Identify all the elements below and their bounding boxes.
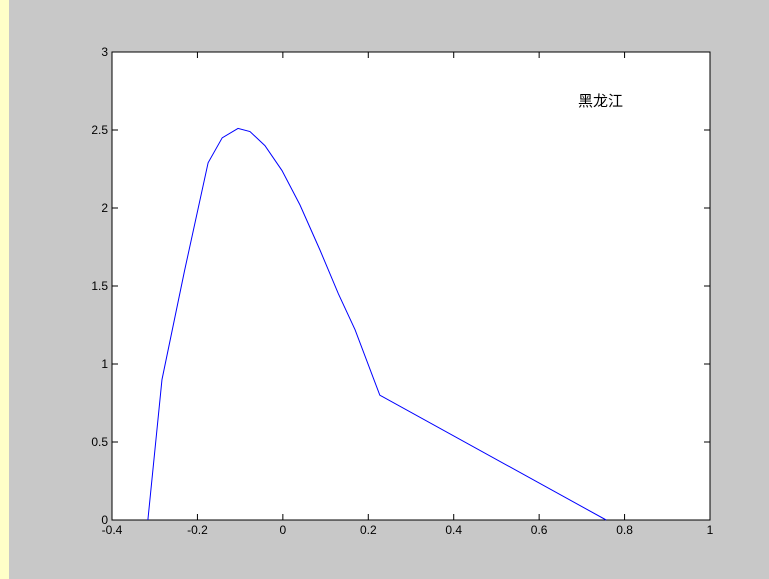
line-series: [147, 127, 607, 521]
x-tick-label: 0.4: [445, 523, 462, 537]
x-tick-label: 0.8: [616, 523, 633, 537]
y-tick-label: 1: [101, 357, 108, 371]
x-tick-label: -0.4: [102, 523, 123, 537]
y-tick-label: 2: [101, 201, 108, 215]
annotation: 黑龙江: [578, 93, 623, 110]
y-tick-label: 3: [101, 45, 108, 59]
y-tick-label: 0: [101, 513, 108, 527]
plot-area: [111, 51, 711, 521]
y-tick-label: 1.5: [91, 279, 108, 293]
x-tick-label: -0.2: [187, 523, 208, 537]
x-tick-label: 1: [707, 523, 714, 537]
x-tick-label: 0: [280, 523, 287, 537]
y-tick-label: 2.5: [91, 123, 108, 137]
x-tick-label: 0.2: [360, 523, 377, 537]
x-tick-label: 0.6: [531, 523, 548, 537]
y-tick-label: 0.5: [91, 435, 108, 449]
